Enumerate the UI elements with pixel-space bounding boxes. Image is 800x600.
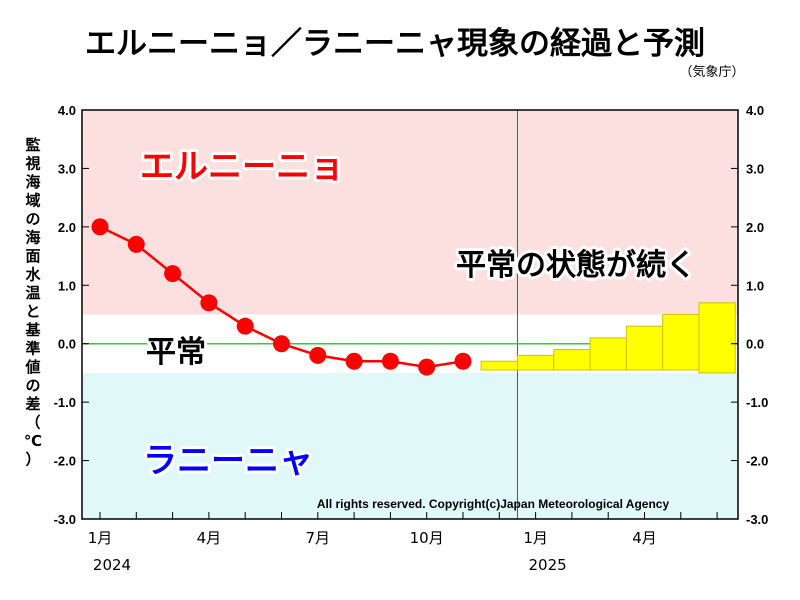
region-label-normal: 平常	[146, 335, 206, 370]
x-tick-label-3: 10月	[410, 529, 444, 547]
y-tick-label-right-0: 4.0	[746, 103, 764, 118]
y-tick-label-left-6: -2.0	[54, 454, 76, 469]
observed-point-10	[454, 352, 472, 370]
observed-point-0	[91, 218, 109, 236]
y-axis-label-glyph: と	[25, 303, 40, 321]
y-axis-label-glyph: 海	[25, 173, 40, 191]
observed-series	[91, 218, 472, 376]
observed-point-3	[200, 294, 218, 312]
y-axis-label: 監視海域の海面水温と基準値の差（℃）	[24, 136, 42, 469]
y-axis-label-glyph: 基	[24, 321, 41, 339]
x-tick-label-1: 4月	[197, 529, 222, 547]
y-axis-label-glyph: 面	[25, 247, 40, 265]
chart-title: エルニーニョ／ラニーニャ現象の経過と予測	[85, 26, 705, 62]
y-axis-label-glyph: 海	[25, 229, 40, 247]
y-axis-label-glyph: 監	[25, 136, 40, 154]
year-label-0: 2024	[93, 556, 131, 574]
forecast-box-4	[625, 325, 664, 371]
forecast-box-3	[589, 337, 627, 371]
forecast-boxes	[480, 302, 736, 374]
observed-point-4	[236, 317, 254, 335]
y-axis-label-glyph: 準	[25, 340, 40, 358]
y-tick-label-left-7: -3.0	[54, 512, 76, 527]
forecast-annotation: 平常の状態が続く	[456, 248, 696, 283]
y-tick-label-left-5: -1.0	[54, 395, 76, 410]
observed-point-7	[345, 352, 363, 370]
x-tick-label-0: 1月	[88, 529, 113, 547]
x-tick-label-4: 1月	[523, 529, 548, 547]
forecast-box-5	[662, 314, 700, 371]
y-axis-label-glyph: の	[25, 377, 40, 395]
y-tick-label-right-7: -3.0	[746, 512, 768, 527]
forecast-box-6	[698, 302, 736, 374]
y-tick-label-right-4: 0.0	[746, 337, 764, 352]
year-label-1: 2025	[529, 556, 567, 574]
forecast-box-0	[480, 360, 518, 371]
y-tick-label-right-1: 3.0	[746, 161, 764, 176]
y-tick-label-right-2: 2.0	[746, 220, 764, 235]
observed-point-5	[273, 335, 290, 353]
y-axis-label-glyph: 水	[25, 266, 41, 284]
observed-point-6	[309, 346, 327, 364]
chart-subtitle: （気象庁）	[679, 64, 744, 80]
region-band-0	[82, 110, 738, 315]
y-tick-label-left-0: 4.0	[58, 103, 76, 118]
y-axis-label-glyph: 視	[24, 155, 40, 173]
axes: 4.0 4.0 3.0 3.0 2.0 2.0 1.0 1.0 0.0 0.0 -1.0 -1.0 -2…	[54, 103, 769, 574]
forecast-box-1	[516, 354, 555, 371]
y-axis-label-glyph: 差	[25, 395, 40, 413]
y-tick-label-left-1: 3.0	[58, 161, 76, 176]
y-tick-label-right-3: 1.0	[746, 278, 764, 293]
y-axis-label-glyph: 域	[25, 192, 40, 210]
y-axis-label-glyph: 温	[25, 284, 40, 302]
observed-point-8	[381, 352, 399, 370]
y-axis-label-glyph: （	[25, 414, 40, 432]
copyright-text: All rights reserved. Copyright(c)Japan M…	[317, 497, 670, 511]
y-tick-label-left-4: 0.0	[58, 337, 76, 352]
x-tick-label-2: 7月	[306, 529, 331, 547]
y-axis-label-glyph: ℃	[24, 432, 42, 450]
y-tick-label-left-3: 1.0	[58, 278, 76, 293]
forecast-box-2	[553, 349, 591, 371]
y-axis-label-glyph: の	[25, 210, 40, 228]
y-tick-label-left-2: 2.0	[58, 220, 76, 235]
y-axis-label-glyph: ）	[25, 451, 40, 469]
region-label-el-nino: エルニーニョ	[140, 147, 344, 187]
region-band-2	[82, 372, 738, 519]
y-tick-label-right-5: -1.0	[746, 395, 768, 410]
observed-point-9	[418, 358, 436, 376]
y-tick-label-right-6: -2.0	[746, 454, 768, 469]
observed-point-2	[164, 265, 182, 283]
y-axis-label-glyph: 値	[24, 358, 40, 376]
observed-point-1	[127, 235, 145, 253]
region-label-la-nina: ラニーニャ	[143, 441, 313, 481]
x-tick-label-5: 4月	[632, 529, 657, 547]
plot-frame	[81, 109, 739, 520]
